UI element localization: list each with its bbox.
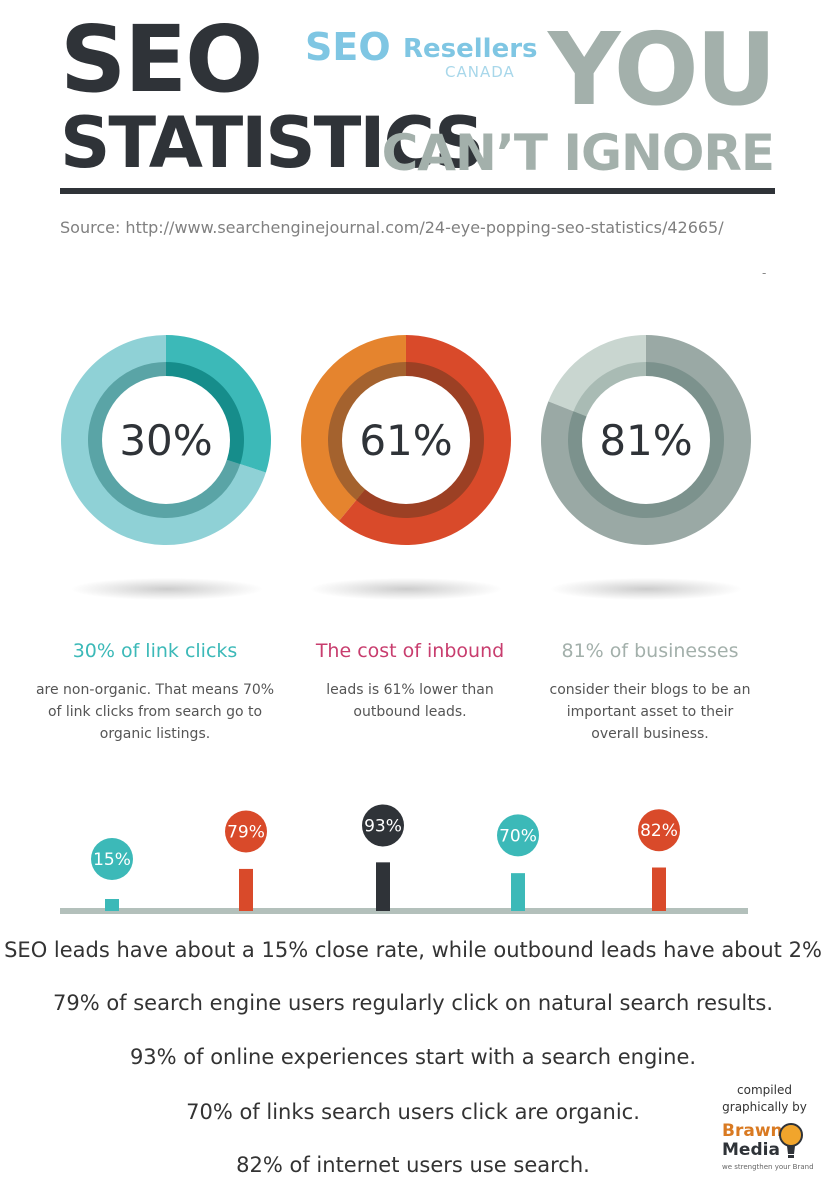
donut-charts: 30% 61% 81% — [61, 335, 751, 545]
lollipop-bar — [652, 867, 666, 911]
credit-line: graphically by — [722, 1100, 807, 1114]
donut-shadow — [311, 578, 501, 600]
statement-1: SEO leads have about a 15% close rate, w… — [4, 938, 822, 962]
desc-line: organic listings. — [99, 726, 211, 742]
donut-heading-2: The cost of inbound — [315, 640, 505, 662]
brawn-media-logo-media: Media — [722, 1140, 780, 1160]
title-seo: SEO — [60, 6, 263, 113]
donut-3: 81% — [541, 335, 751, 545]
donut-value-label: 81% — [599, 416, 692, 465]
tagline-cant-ignore: CAN’T IGNORE — [381, 124, 775, 182]
lollipop-bar — [239, 868, 253, 911]
lollipop-value-label: 15% — [93, 850, 131, 870]
statement-3: 93% of online experiences start with a s… — [129, 1045, 697, 1069]
donut-2: 61% — [301, 335, 511, 545]
lightbulb-icon — [779, 1123, 803, 1158]
source-citation: Source: http://www.searchenginejournal.c… — [60, 218, 724, 237]
statement-2: 79% of search engine users regularly cli… — [52, 991, 774, 1015]
desc-line: important asset to their — [566, 704, 734, 720]
lollipop-marker — [91, 838, 133, 880]
donut-description-3: consider their blogs to be an important … — [530, 679, 770, 745]
donut-description-2: leads is 61% lower than outbound leads. — [290, 679, 530, 723]
donut-description-1: are non-organic. That means 70% of link … — [35, 679, 275, 745]
logo-word-seo: SEO — [305, 25, 391, 69]
donut-heading-3: 81% of businesses — [561, 640, 739, 662]
lollipop-bar — [105, 899, 119, 911]
desc-line: outbound leads. — [353, 704, 467, 720]
logo-word-canada: CANADA — [445, 63, 515, 81]
lollipop-value-label: 82% — [640, 821, 678, 841]
tagline-you: YOU — [547, 11, 777, 128]
lollipop-value-label: 79% — [227, 822, 265, 842]
lollipop-value-label: 93% — [364, 816, 402, 836]
desc-line: of link clicks from search go to — [47, 704, 263, 720]
donut-hole — [342, 376, 470, 504]
lollipop-marker — [497, 814, 539, 857]
chart-baseline — [60, 908, 748, 914]
desc-line: leads is 61% lower than — [326, 682, 494, 698]
brawn-media-logo-brawn: Brawn — [722, 1121, 783, 1141]
credit-line: compiled — [737, 1083, 792, 1097]
credit-text: compiled graphically by — [722, 1082, 807, 1116]
desc-line: are non-organic. That means 70% — [35, 682, 275, 698]
seo-resellers-logo: SEO Resellers CANADA — [305, 25, 538, 86]
lollipop-bar — [511, 873, 525, 911]
donut-shadow — [72, 578, 262, 600]
donut-heading-1: 30% of link clicks — [72, 640, 238, 662]
statement-4: 70% of links search users click are orga… — [186, 1100, 640, 1124]
title-statistics: STATISTICS — [60, 102, 485, 184]
lollipop-chart: 15% 79% 93% 70% 82% — [60, 804, 748, 914]
donut-value-label: 61% — [359, 416, 452, 465]
statement-5: 82% of internet users use search. — [236, 1153, 590, 1177]
brawn-media-tagline: we strengthen your Brand — [722, 1163, 814, 1171]
lollipop-bar — [376, 862, 390, 911]
stray-mark: - — [762, 266, 767, 280]
desc-line: overall business. — [591, 726, 709, 742]
logo-word-resellers: Resellers — [403, 34, 538, 64]
header-divider — [60, 188, 775, 194]
lollipop-marker — [362, 804, 404, 847]
lollipop-marker — [638, 809, 680, 852]
donut-value-label: 30% — [119, 416, 212, 465]
desc-line: consider their blogs to be an — [549, 682, 751, 698]
donut-shadow — [551, 578, 741, 600]
lollipop-value-label: 70% — [499, 826, 537, 846]
donut-hole — [582, 376, 710, 504]
lollipop-marker — [225, 810, 267, 853]
donut-hole — [102, 376, 230, 504]
donut-1: 30% — [61, 335, 271, 545]
